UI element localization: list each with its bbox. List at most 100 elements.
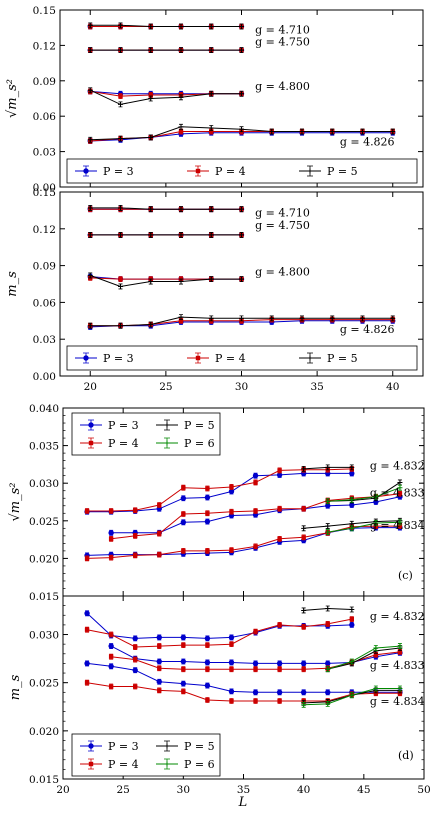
data-point-6: [228, 688, 235, 695]
panel-label: (c): [398, 569, 413, 582]
legend-label: P = 3: [108, 740, 139, 753]
x-tick-label: 30: [235, 381, 248, 393]
y-axis-title: √m_s²: [5, 79, 20, 118]
data-point-4: [208, 315, 214, 321]
data-point-5: [204, 494, 211, 501]
series-p3-3: [108, 493, 403, 536]
data-point-5: [239, 91, 244, 97]
data-point-4: [180, 680, 187, 687]
data-point-4: [181, 548, 186, 554]
y-axis-title: m_s: [5, 271, 20, 297]
x-tick-label: 45: [357, 784, 370, 796]
data-point-2: [373, 520, 379, 526]
x-tick-label: 20: [56, 784, 69, 796]
data-point-0: [84, 508, 90, 514]
data-point-8: [329, 315, 335, 321]
data-point-1: [108, 632, 114, 637]
legend-label: P = 5: [184, 419, 215, 432]
data-point-3: [156, 634, 162, 641]
series-p5-2: [87, 205, 244, 213]
annotation-label: g = 4.826: [340, 136, 395, 149]
data-point-7: [277, 506, 282, 511]
data-point-0: [87, 323, 93, 329]
data-point-0: [195, 168, 201, 174]
data-point-8: [276, 472, 283, 478]
series-p5-8: [87, 272, 244, 290]
data-point-3: [157, 688, 162, 693]
data-point-4: [208, 125, 214, 131]
data-point-3: [178, 24, 184, 30]
data-point-0: [195, 355, 201, 361]
data-point-1: [325, 464, 331, 470]
data-point-5: [205, 486, 210, 491]
data-point-2: [148, 96, 154, 101]
legend-item-p5: P = 5: [156, 740, 215, 753]
data-point-1: [118, 205, 123, 211]
data-point-6: [269, 315, 275, 321]
data-point-2: [157, 666, 162, 671]
annotation-label: g = 4.832: [370, 460, 425, 473]
data-point-7: [252, 689, 259, 696]
data-point-2: [148, 92, 153, 98]
y-tick-label: 0.12: [33, 224, 56, 236]
data-point-2: [132, 667, 138, 673]
data-point-5: [205, 697, 210, 703]
legend-label: P = 6: [184, 437, 215, 450]
legend: P = 3 P = 4 P = 5 P = 6: [71, 412, 221, 456]
data-point-0: [87, 22, 93, 28]
data-point-0: [88, 761, 94, 767]
data-point-0: [108, 530, 114, 536]
data-point-2: [349, 464, 355, 470]
data-point-4: [208, 232, 214, 238]
data-point-6: [253, 667, 258, 672]
data-point-0: [88, 422, 94, 428]
data-point-8: [277, 698, 282, 704]
data-point-2: [148, 232, 154, 238]
data-point-10: [390, 315, 396, 321]
data-point-3: [397, 485, 403, 491]
data-point-4: [208, 206, 214, 212]
data-point-5: [239, 47, 244, 53]
legend-item-p5: P = 5: [156, 419, 215, 432]
legend-item-p3: P = 3: [75, 352, 134, 365]
data-point-0: [84, 660, 90, 667]
series-p3-6: [87, 273, 245, 282]
data-point-0: [84, 627, 90, 632]
annotation-label: g = 4.833: [370, 487, 425, 500]
series-p5-2: [87, 22, 244, 30]
data-point-4: [397, 685, 403, 691]
y-axis-title: √m_s²: [8, 483, 23, 522]
data-point-10: [325, 621, 330, 627]
data-point-3: [178, 47, 184, 53]
data-point-0: [307, 355, 313, 361]
y-tick-label: 0.15: [33, 5, 56, 17]
data-point-9: [360, 315, 365, 321]
annotation-label: g = 4.834: [370, 519, 425, 532]
data-point-5: [204, 682, 211, 689]
data-point-0: [325, 498, 331, 504]
x-tick-label: 50: [417, 784, 430, 796]
series-p5-11: [87, 314, 396, 329]
data-point-0: [164, 743, 170, 749]
data-point-4: [180, 495, 187, 501]
data-point-5: [239, 276, 244, 282]
data-point-1: [325, 606, 331, 612]
data-point-11: [349, 470, 355, 477]
series-line: [327, 487, 401, 502]
data-point-1: [325, 523, 331, 529]
data-point-5: [204, 635, 211, 642]
data-point-4: [208, 47, 214, 53]
panel-a: 0.000.030.060.090.120.15√m_s²g = 4.710g …: [5, 5, 424, 194]
y-tick-label: 0.015: [29, 591, 59, 603]
data-point-1: [108, 663, 114, 670]
data-point-6: [228, 634, 235, 641]
legend-item-p5: P = 5: [299, 165, 358, 178]
series-line: [87, 468, 352, 512]
annotation-label: g = 4.834: [370, 695, 425, 708]
data-point-0: [108, 643, 114, 649]
data-point-1: [118, 93, 123, 99]
data-point-3: [178, 314, 184, 320]
series-p5-2: [301, 464, 355, 472]
data-point-8: [301, 667, 306, 672]
